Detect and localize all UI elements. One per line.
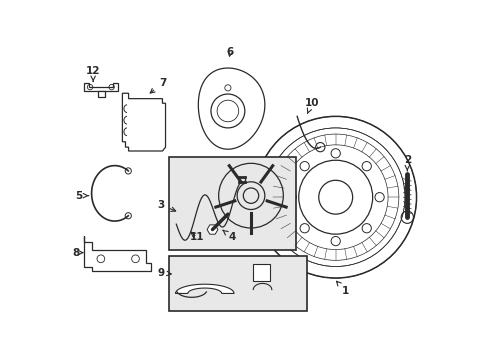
Text: 11: 11 <box>189 232 204 242</box>
FancyBboxPatch shape <box>98 91 105 97</box>
Polygon shape <box>84 83 118 91</box>
Text: 7: 7 <box>150 78 166 93</box>
FancyBboxPatch shape <box>168 256 306 311</box>
Polygon shape <box>84 236 151 271</box>
Text: 6: 6 <box>226 48 233 58</box>
FancyBboxPatch shape <box>253 264 270 281</box>
Text: 8: 8 <box>72 248 83 258</box>
Text: 1: 1 <box>336 281 348 296</box>
FancyBboxPatch shape <box>168 157 295 249</box>
Polygon shape <box>122 93 165 151</box>
Text: 5: 5 <box>76 191 88 201</box>
Text: 9: 9 <box>157 267 171 278</box>
Circle shape <box>210 94 244 128</box>
Polygon shape <box>198 68 264 149</box>
Polygon shape <box>175 284 234 293</box>
Text: 3: 3 <box>157 200 175 211</box>
Text: 10: 10 <box>304 98 319 114</box>
Text: 2: 2 <box>403 155 410 171</box>
Polygon shape <box>207 225 218 234</box>
Text: 12: 12 <box>86 66 100 81</box>
Text: 4: 4 <box>223 230 235 242</box>
